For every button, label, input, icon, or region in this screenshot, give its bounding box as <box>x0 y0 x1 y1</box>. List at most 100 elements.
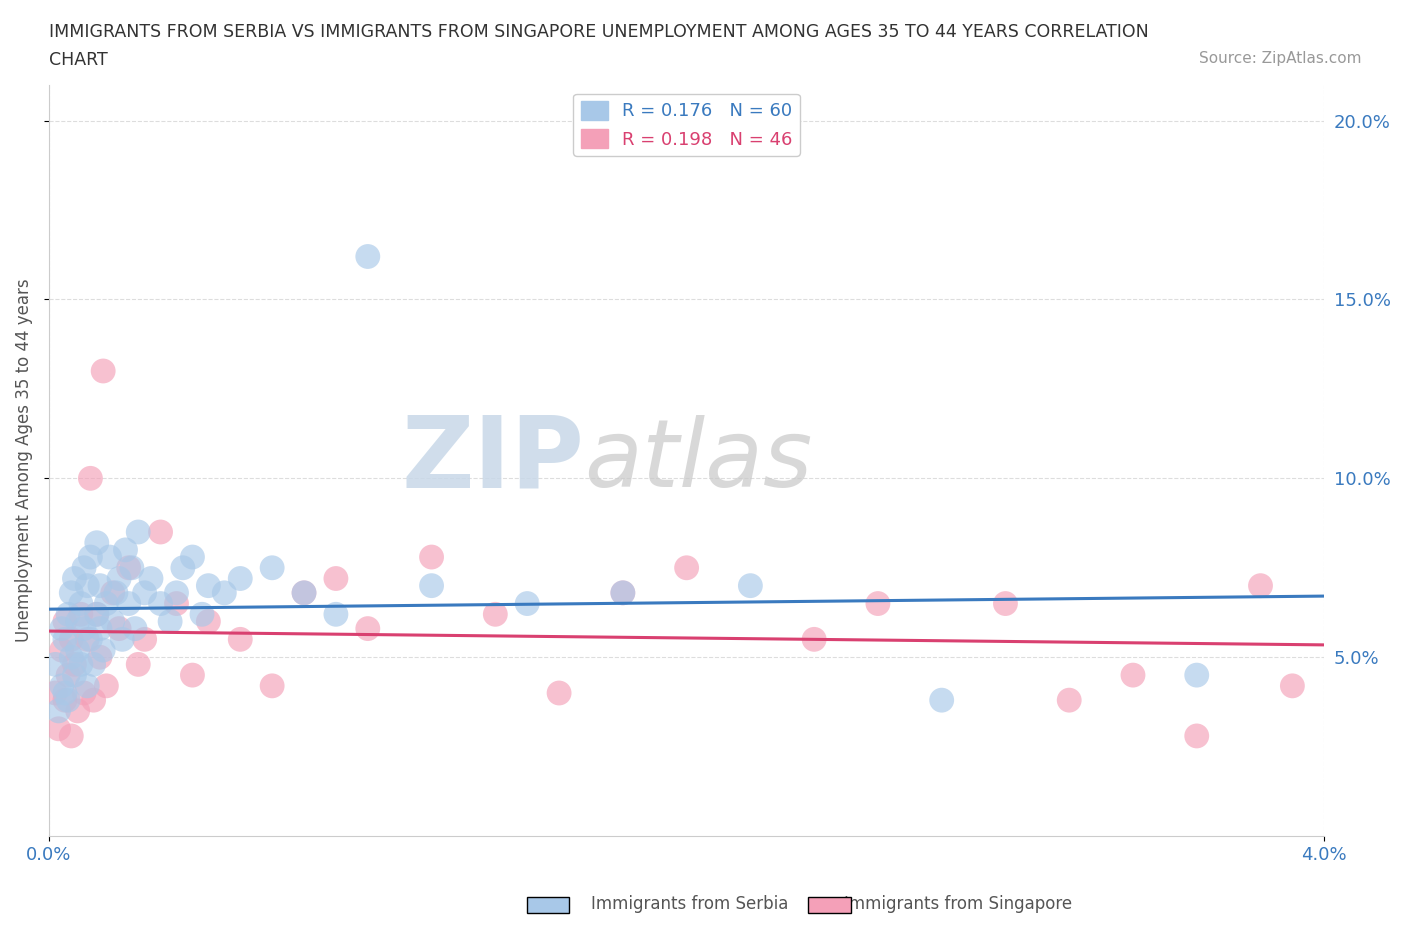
Point <box>44 685 66 700</box>
Point <box>181 550 204 565</box>
Point <box>994 596 1017 611</box>
Point <box>127 657 149 671</box>
Point <box>612 585 634 600</box>
Point <box>1185 728 1208 743</box>
Point <box>118 561 141 576</box>
Point <box>159 614 181 629</box>
Point <box>83 657 105 671</box>
Point <box>325 607 347 622</box>
Point <box>44 657 66 671</box>
Point <box>108 621 131 636</box>
Point <box>70 657 93 671</box>
Point <box>1185 668 1208 683</box>
Point <box>76 631 98 646</box>
Point <box>48 703 70 718</box>
Point <box>96 678 118 693</box>
Text: Immigrants from Singapore: Immigrants from Singapore <box>844 895 1071 913</box>
Point <box>66 643 89 658</box>
Point <box>803 631 825 646</box>
Point <box>139 571 162 586</box>
Point <box>51 643 73 658</box>
Point <box>96 596 118 611</box>
Point <box>548 685 571 700</box>
Text: CHART: CHART <box>49 51 108 69</box>
Point <box>53 614 76 629</box>
Point <box>172 561 194 576</box>
Point <box>516 596 538 611</box>
Point <box>91 643 114 658</box>
Point <box>197 578 219 593</box>
Point <box>89 578 111 593</box>
Point <box>76 678 98 693</box>
Point <box>53 693 76 708</box>
Point <box>73 685 96 700</box>
Point <box>127 525 149 539</box>
Point <box>1250 578 1272 593</box>
Point <box>83 693 105 708</box>
Point <box>91 364 114 379</box>
Point <box>63 657 86 671</box>
Point <box>73 621 96 636</box>
Point <box>357 621 380 636</box>
Text: ZIP: ZIP <box>402 412 585 509</box>
Point <box>124 621 146 636</box>
Point <box>134 631 156 646</box>
Text: Source: ZipAtlas.com: Source: ZipAtlas.com <box>1198 51 1361 66</box>
Point <box>149 596 172 611</box>
Point <box>60 585 83 600</box>
Point <box>229 571 252 586</box>
Text: atlas: atlas <box>585 415 813 506</box>
Point <box>292 585 315 600</box>
Point <box>89 621 111 636</box>
Point <box>420 578 443 593</box>
Point <box>866 596 889 611</box>
Point <box>108 571 131 586</box>
Point <box>1122 668 1144 683</box>
Point <box>70 596 93 611</box>
Point <box>262 561 284 576</box>
Point <box>420 550 443 565</box>
Point <box>56 668 79 683</box>
Point <box>166 596 188 611</box>
Point <box>60 728 83 743</box>
Point <box>114 542 136 557</box>
Point <box>79 631 101 646</box>
Point <box>675 561 697 576</box>
Point <box>104 585 127 600</box>
Point <box>612 585 634 600</box>
Point <box>98 550 121 565</box>
Point <box>86 536 108 551</box>
Point <box>66 703 89 718</box>
Point <box>1057 693 1080 708</box>
Y-axis label: Unemployment Among Ages 35 to 44 years: Unemployment Among Ages 35 to 44 years <box>15 279 32 643</box>
Point <box>229 631 252 646</box>
Point <box>134 585 156 600</box>
Point <box>181 668 204 683</box>
Point <box>86 607 108 622</box>
Point <box>63 668 86 683</box>
Point <box>931 693 953 708</box>
Point <box>118 596 141 611</box>
Point <box>56 607 79 622</box>
Point <box>197 614 219 629</box>
Point <box>740 578 762 593</box>
Point <box>53 631 76 646</box>
Point <box>79 471 101 485</box>
Point <box>325 571 347 586</box>
Point <box>149 525 172 539</box>
Point <box>101 614 124 629</box>
Point <box>101 585 124 600</box>
Point <box>121 561 143 576</box>
Legend: R = 0.176   N = 60, R = 0.198   N = 46: R = 0.176 N = 60, R = 0.198 N = 46 <box>574 94 800 156</box>
Point <box>51 678 73 693</box>
Point <box>56 693 79 708</box>
Point <box>166 585 188 600</box>
Point <box>48 722 70 737</box>
Point <box>76 578 98 593</box>
Point <box>111 631 134 646</box>
Point <box>357 249 380 264</box>
Text: Immigrants from Serbia: Immigrants from Serbia <box>591 895 787 913</box>
Point <box>60 650 83 665</box>
Point <box>262 678 284 693</box>
Point <box>89 650 111 665</box>
